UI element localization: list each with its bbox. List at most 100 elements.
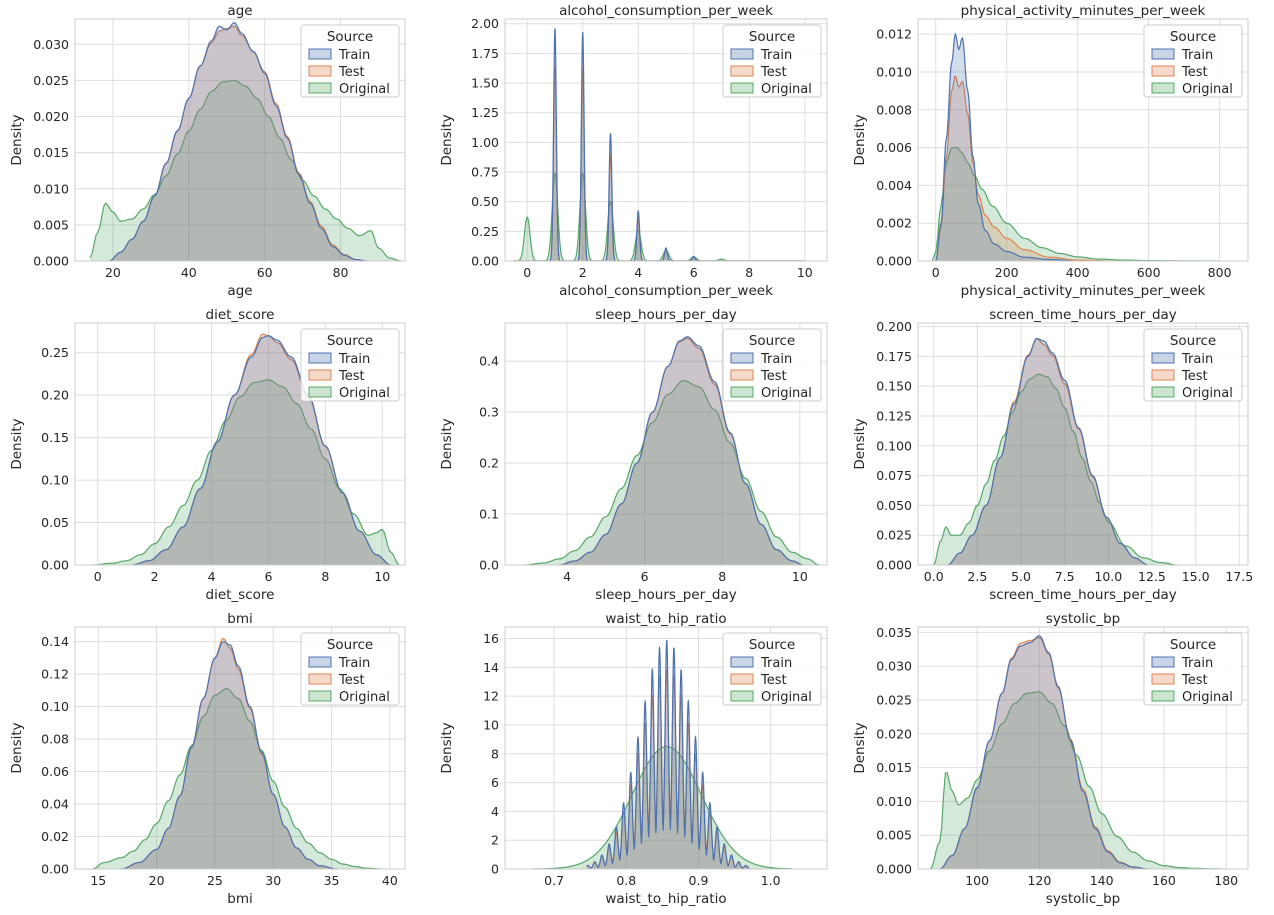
density-fill-train: [131, 335, 391, 565]
y-axis-label: Density: [439, 418, 455, 469]
x-tick-label: 0: [523, 265, 531, 280]
chart-title: screen_time_hours_per_day: [989, 307, 1177, 323]
x-axis-label: alcohol_consumption_per_week: [559, 283, 773, 299]
y-tick-label: 0.25: [471, 224, 499, 239]
x-tick-label: 25: [207, 873, 223, 888]
density-line-original: [929, 691, 1227, 869]
y-tick-label: 0.025: [876, 693, 912, 708]
legend-swatch-test: [308, 673, 332, 685]
legend-box: [722, 328, 822, 402]
x-tick-label: 10: [797, 265, 813, 280]
legend-box: [300, 328, 400, 402]
y-tick-label: 0.175: [876, 349, 912, 364]
legend-swatch-original: [308, 690, 332, 702]
x-tick-label: 8: [745, 265, 753, 280]
y-tick-label: 0.02: [41, 829, 69, 844]
legend-label-train: Train: [760, 352, 792, 367]
density-fill-train: [559, 336, 804, 565]
panel-screen-time-hours-per-day: 0.0 2.5 5.0 7.5 10.0 12.5 15.0 17.5 0.000 0.025 0.…: [852, 307, 1253, 603]
legend-box: [1143, 24, 1243, 98]
y-tick-label: 1.00: [471, 135, 499, 150]
x-tick-label: 6: [690, 265, 698, 280]
y-tick-label: 0: [491, 862, 499, 877]
density-line-train: [559, 336, 804, 565]
legend-swatch-test: [1151, 369, 1175, 381]
x-axis-label: screen_time_hours_per_day: [989, 587, 1177, 603]
legend-label-original: Original: [339, 82, 390, 97]
y-tick-label: 4: [491, 804, 499, 819]
panel-sleep-hours-per-day: 4 6 8 100.00.10.20.30.4sleep_hours_per_days…: [439, 307, 828, 603]
x-tick-label: 0: [94, 569, 102, 584]
x-tick-label: 7.5: [1055, 569, 1075, 584]
y-tick-label: 6: [491, 775, 499, 790]
density-line-train: [121, 640, 338, 869]
y-tick-label: 14: [483, 660, 499, 675]
density-line-train: [131, 335, 391, 565]
y-tick-label: 0.2: [479, 456, 499, 471]
y-tick-label: 0.06: [41, 764, 69, 779]
legend-swatch-original: [308, 386, 332, 398]
panel-alcohol-consumption-per-week: 0 2 4 6 8 10 0.00 0.25 0.50 0.75 1.00 1.25 1.50 1.75 2…: [439, 3, 828, 299]
y-tick-label: 0.015: [876, 760, 912, 775]
y-tick-label: 16: [483, 631, 499, 646]
x-tick-label: 0.0: [924, 569, 944, 584]
y-tick-label: 0.030: [33, 37, 69, 52]
density-fill-test: [947, 338, 1149, 565]
y-tick-label: 0.000: [876, 558, 912, 573]
chart-title: waist_to_hip_ratio: [605, 611, 726, 627]
legend-title: Source: [1170, 333, 1216, 349]
y-tick-label: 0.14: [41, 634, 69, 649]
density-line-original: [933, 373, 1179, 565]
x-tick-label: 2: [579, 265, 587, 280]
y-tick-label: 0.010: [33, 181, 69, 196]
y-tick-label: 0.75: [471, 165, 499, 180]
y-tick-label: 0.3: [479, 405, 499, 420]
y-tick-label: 0.25: [41, 345, 69, 360]
y-tick-label: 0.12: [41, 667, 69, 682]
axes-frame: [917, 18, 1249, 262]
x-tick-label: 20: [149, 873, 165, 888]
y-tick-label: 0.05: [41, 515, 69, 530]
legend-swatch-test: [308, 369, 332, 381]
axes-frame: [917, 322, 1249, 566]
y-tick-label: 0.010: [876, 64, 912, 79]
y-tick-label: 0.0: [479, 558, 499, 573]
y-tick-label: 0.015: [33, 145, 69, 160]
legend-label-test: Test: [338, 65, 365, 80]
x-tick-label: 100: [965, 873, 989, 888]
density-fill-test: [131, 334, 391, 565]
x-tick-label: 800: [1208, 265, 1232, 280]
panel-physical-activity-minutes-per-week: 0 200 400 600 800 0.000 0.002 0.004 0.006 0.008 0.…: [852, 3, 1249, 299]
y-axis-label: Density: [9, 114, 25, 165]
x-tick-label: 10: [374, 569, 390, 584]
legend-label-train: Train: [760, 48, 792, 63]
x-tick-label: 2.5: [967, 569, 987, 584]
density-fill-train: [939, 635, 1149, 869]
legend-box: [300, 24, 400, 98]
x-tick-label: 140: [1090, 873, 1114, 888]
axes-frame: [917, 626, 1249, 870]
y-tick-label: 0.100: [876, 438, 912, 453]
y-tick-label: 0.10: [41, 473, 69, 488]
legend-swatch-train: [308, 656, 332, 668]
chart-title: alcohol_consumption_per_week: [559, 3, 773, 19]
y-axis-label: Density: [439, 114, 455, 165]
legend-swatch-train: [1151, 656, 1175, 668]
legend-label-test: Test: [338, 673, 365, 688]
y-tick-label: 0.04: [41, 797, 69, 812]
y-tick-label: 0.00: [41, 558, 69, 573]
legend-swatch-train: [730, 656, 754, 668]
legend-swatch-original: [308, 82, 332, 94]
legend-label-original: Original: [761, 690, 812, 705]
density-fill-train: [947, 338, 1149, 565]
chart-title: bmi: [227, 611, 252, 627]
y-tick-label: 0.15: [41, 430, 69, 445]
panel-age: 20 40 60 80 0.000 0.005 0.010 0.015 0.020 0.025 0.…: [9, 3, 406, 299]
x-axis-label: waist_to_hip_ratio: [605, 891, 726, 907]
legend-title: Source: [1170, 29, 1216, 45]
legend-box: [1143, 632, 1243, 706]
legend-swatch-test: [308, 65, 332, 77]
y-tick-label: 2: [491, 833, 499, 848]
legend-label-original: Original: [1182, 386, 1233, 401]
